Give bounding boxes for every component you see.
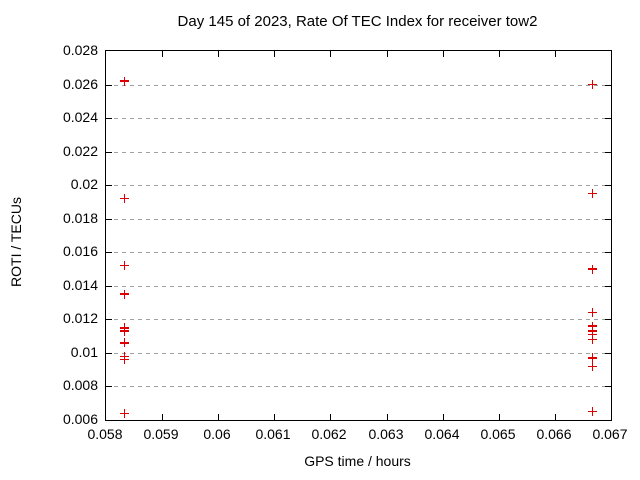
data-point-plus xyxy=(587,334,597,344)
x-tick-bottom xyxy=(499,414,500,420)
x-tick-label: 0.064 xyxy=(424,426,460,442)
h-gridline xyxy=(106,152,611,153)
x-tick-bottom xyxy=(218,414,219,420)
data-point-plus xyxy=(587,353,597,363)
x-tick-top xyxy=(555,51,556,57)
data-point-plus xyxy=(587,189,597,199)
y-tick-left xyxy=(106,319,112,320)
x-tick-label: 0.059 xyxy=(143,426,179,442)
data-point-plus xyxy=(120,326,130,336)
data-point-plus xyxy=(587,407,597,417)
y-tick-label: 0.018 xyxy=(62,210,98,226)
plot-area xyxy=(105,50,612,421)
data-point-plus xyxy=(587,308,597,318)
y-tick-right xyxy=(605,353,611,354)
y-tick-left xyxy=(106,252,112,253)
data-point-plus xyxy=(120,408,130,418)
y-tick-right xyxy=(605,286,611,287)
x-tick-bottom xyxy=(555,414,556,420)
h-gridline xyxy=(106,185,611,186)
h-gridline xyxy=(106,118,611,119)
data-point-plus xyxy=(120,289,130,299)
x-tick-bottom xyxy=(443,414,444,420)
x-tick-label: 0.065 xyxy=(480,426,516,442)
x-tick-bottom xyxy=(387,414,388,420)
h-gridline xyxy=(106,219,611,220)
y-tick-right xyxy=(605,386,611,387)
data-point-plus xyxy=(587,321,597,331)
y-tick-left xyxy=(106,286,112,287)
y-tick-right xyxy=(605,219,611,220)
x-tick-label: 0.062 xyxy=(311,426,347,442)
data-point-plus xyxy=(120,338,130,348)
x-tick-bottom xyxy=(274,414,275,420)
x-tick-label: 0.06 xyxy=(203,426,231,442)
data-point-plus xyxy=(120,194,130,204)
y-tick-label: 0.008 xyxy=(62,377,98,393)
y-tick-left xyxy=(106,152,112,153)
data-point-plus xyxy=(120,261,130,271)
y-tick-right xyxy=(605,118,611,119)
x-tick-bottom xyxy=(162,414,163,420)
x-tick-top xyxy=(274,51,275,57)
data-point-plus xyxy=(587,329,597,339)
h-gridline xyxy=(106,85,611,86)
h-gridline xyxy=(106,353,611,354)
h-gridline xyxy=(106,252,611,253)
y-tick-left xyxy=(106,353,112,354)
data-point-plus xyxy=(120,355,130,365)
x-tick-top xyxy=(162,51,163,57)
x-axis-label: GPS time / hours xyxy=(304,453,411,469)
x-tick-top xyxy=(387,51,388,57)
x-tick-top xyxy=(330,51,331,57)
x-tick-label: 0.063 xyxy=(368,426,404,442)
y-tick-right xyxy=(605,152,611,153)
data-point-plus xyxy=(587,361,597,371)
x-tick-label: 0.061 xyxy=(255,426,291,442)
x-tick-label: 0.058 xyxy=(87,426,123,442)
chart-title: Day 145 of 2023, Rate Of TEC Index for r… xyxy=(177,13,538,30)
y-tick-right xyxy=(605,185,611,186)
y-tick-label: 0.01 xyxy=(70,344,98,360)
h-gridline xyxy=(106,319,611,320)
y-tick-left xyxy=(106,386,112,387)
y-tick-left xyxy=(106,118,112,119)
x-tick-top xyxy=(499,51,500,57)
y-tick-label: 0.026 xyxy=(62,76,98,92)
y-tick-label: 0.024 xyxy=(62,109,98,125)
x-tick-top xyxy=(218,51,219,57)
y-tick-label: 0.022 xyxy=(62,143,98,159)
y-tick-label: 0.006 xyxy=(62,411,98,427)
x-tick-top xyxy=(443,51,444,57)
x-tick-bottom xyxy=(330,414,331,420)
x-tick-label: 0.066 xyxy=(536,426,572,442)
y-tick-label: 0.014 xyxy=(62,277,98,293)
y-tick-label: 0.016 xyxy=(62,243,98,259)
h-gridline xyxy=(106,286,611,287)
data-point-plus xyxy=(587,264,597,274)
y-tick-right xyxy=(605,85,611,86)
y-tick-left xyxy=(106,185,112,186)
y-tick-left xyxy=(106,219,112,220)
h-gridline xyxy=(106,386,611,387)
y-tick-right xyxy=(605,252,611,253)
data-point-plus xyxy=(120,76,130,86)
y-tick-right xyxy=(605,319,611,320)
y-tick-left xyxy=(106,85,112,86)
y-tick-label: 0.02 xyxy=(70,176,98,192)
y-tick-label: 0.012 xyxy=(62,310,98,326)
data-point-plus xyxy=(587,80,597,90)
x-tick-label: 0.067 xyxy=(592,426,628,442)
y-tick-label: 0.028 xyxy=(62,42,98,58)
